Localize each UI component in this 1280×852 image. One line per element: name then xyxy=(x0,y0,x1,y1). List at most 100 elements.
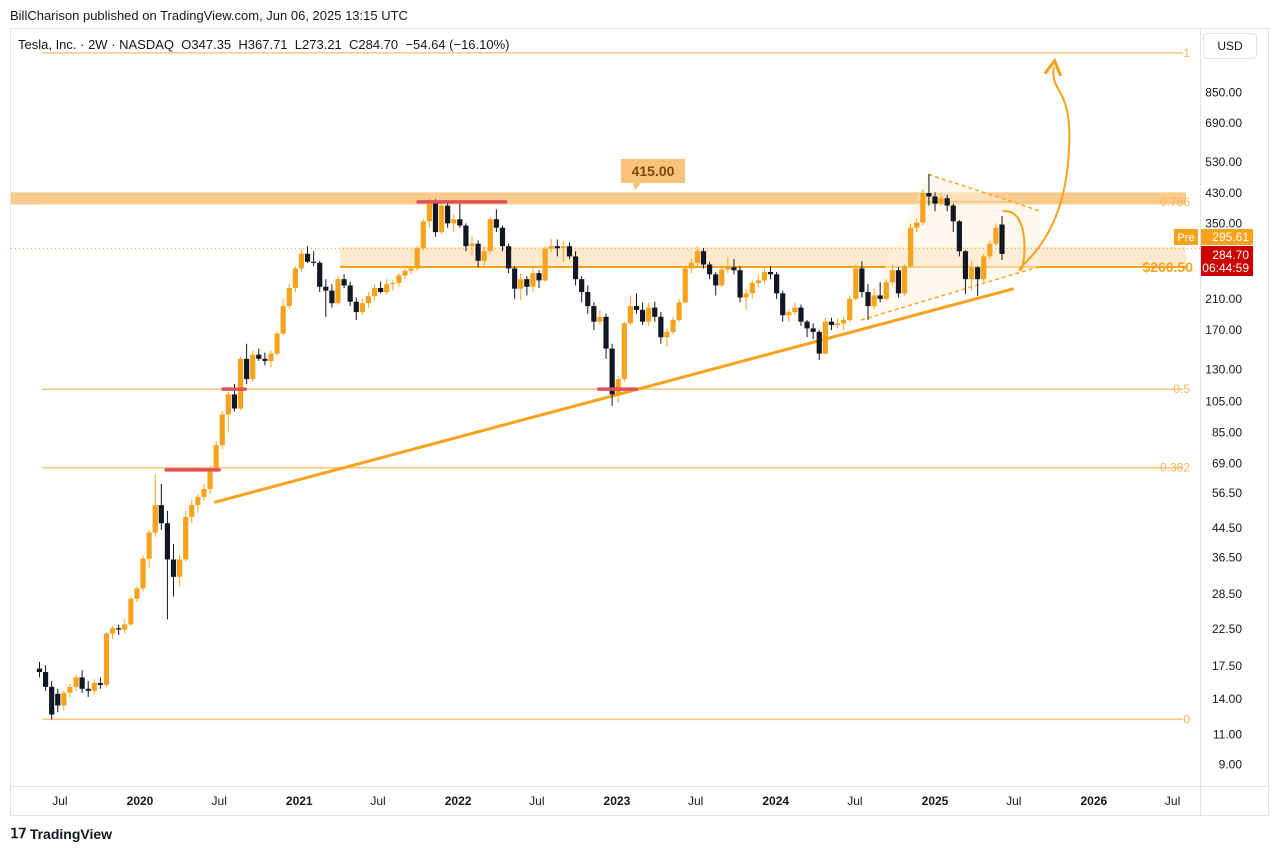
candle xyxy=(798,304,804,326)
candle-body xyxy=(658,316,664,338)
candle xyxy=(975,266,981,297)
candle-body xyxy=(42,672,49,687)
candle-body xyxy=(402,270,408,276)
candle xyxy=(384,279,390,295)
candle-body xyxy=(378,288,384,293)
candle-body xyxy=(566,246,573,257)
candle xyxy=(451,214,457,233)
candle-body xyxy=(91,683,97,691)
candle-body xyxy=(134,588,140,599)
candle-body xyxy=(719,269,725,286)
candle-body xyxy=(67,686,73,693)
candle xyxy=(944,194,950,212)
premarket-price-value: 295.61 xyxy=(1212,230,1249,244)
candle xyxy=(859,261,865,298)
candle xyxy=(865,284,871,321)
candle xyxy=(792,302,798,316)
candle-body xyxy=(195,496,201,506)
candle-body xyxy=(780,293,786,316)
candle-body xyxy=(432,201,439,233)
candle xyxy=(505,243,512,274)
price-tick-label: 14.00 xyxy=(1212,692,1242,706)
candle-body xyxy=(914,222,920,228)
price-tick-label: 56.50 xyxy=(1212,486,1242,500)
candle-body xyxy=(841,320,847,324)
candle xyxy=(542,246,548,282)
price-tick-label: 105.00 xyxy=(1205,394,1242,408)
candle xyxy=(390,280,396,291)
candle-body xyxy=(950,205,956,222)
candle-body xyxy=(865,292,871,307)
currency-button[interactable]: USD xyxy=(1203,33,1257,59)
candle xyxy=(700,248,707,269)
candle xyxy=(164,510,171,620)
fib-label-1: 1 xyxy=(1183,46,1190,60)
candle-body xyxy=(652,307,658,317)
candle-body xyxy=(944,198,950,206)
candle-body xyxy=(396,275,402,283)
candle-body xyxy=(932,196,938,204)
candle xyxy=(993,223,999,247)
current-price-value: 284.70 xyxy=(1212,248,1249,262)
triangle-upper-line xyxy=(928,173,1041,212)
candle-body xyxy=(621,323,627,380)
candle-body xyxy=(737,270,743,298)
candle-body xyxy=(298,253,305,269)
candle xyxy=(311,251,317,267)
candle-body xyxy=(420,221,426,249)
candle-body xyxy=(164,523,171,560)
candle-body xyxy=(183,516,189,560)
candle-body xyxy=(274,333,280,354)
candle-body xyxy=(627,306,634,324)
candle xyxy=(463,223,469,252)
candle-body xyxy=(438,205,445,233)
candle xyxy=(158,483,164,530)
candle-body xyxy=(499,227,506,247)
candle xyxy=(780,290,786,322)
price-tick-label: 9.00 xyxy=(1219,757,1243,771)
candle-body xyxy=(451,219,457,224)
candle-body xyxy=(871,295,877,307)
candle-body xyxy=(987,243,993,257)
candle xyxy=(36,661,43,678)
candle-body xyxy=(207,469,213,489)
candle-body xyxy=(713,274,719,286)
candle xyxy=(609,343,615,406)
candle xyxy=(847,295,853,322)
candle-body xyxy=(530,273,536,287)
candle xyxy=(950,203,956,233)
candle-body xyxy=(731,267,737,271)
candle xyxy=(816,330,822,361)
candle-body xyxy=(323,286,329,291)
candle xyxy=(176,555,183,587)
candle xyxy=(737,266,743,303)
candle xyxy=(152,474,158,537)
time-tick-label: Jul xyxy=(1006,794,1021,808)
candle-body xyxy=(317,262,323,287)
time-tick-label: 2021 xyxy=(286,794,313,808)
footer-brand[interactable]: 𝟣𝟩 TradingView xyxy=(10,825,112,842)
time-tick-label: 2023 xyxy=(604,794,631,808)
candle-body xyxy=(743,293,749,298)
candle xyxy=(61,690,67,710)
candle-body xyxy=(219,414,225,446)
candle xyxy=(213,441,219,473)
candle-body xyxy=(956,221,962,252)
candle-body xyxy=(122,624,128,630)
candle xyxy=(359,298,365,316)
candle xyxy=(237,356,244,410)
candle xyxy=(109,625,116,640)
price-tick-label: 36.50 xyxy=(1212,550,1242,564)
candle xyxy=(633,293,640,314)
candle-body xyxy=(792,307,798,313)
candle xyxy=(408,266,414,275)
candle xyxy=(128,596,134,626)
candle-body xyxy=(920,193,926,223)
candle-body xyxy=(286,288,292,307)
publisher-caption: BillCharison published on TradingView.co… xyxy=(10,8,408,23)
candle-body xyxy=(359,303,365,313)
candle xyxy=(889,264,895,286)
candle-body xyxy=(810,328,816,332)
candle-body xyxy=(554,246,560,249)
